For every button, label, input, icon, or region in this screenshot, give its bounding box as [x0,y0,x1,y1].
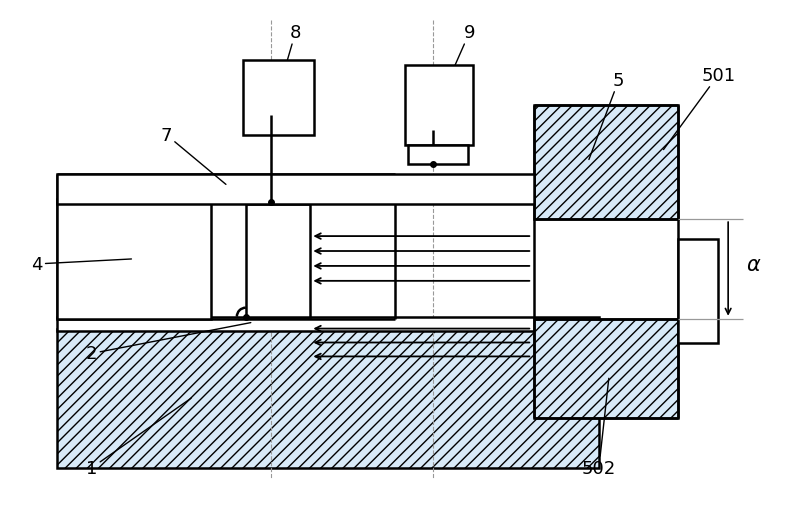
Text: 5: 5 [589,72,625,160]
Text: 7: 7 [160,126,226,185]
Text: 8: 8 [278,24,301,91]
Text: 502: 502 [582,379,616,477]
Bar [678,239,718,344]
Text: 501: 501 [663,67,735,150]
Text: 4: 4 [31,256,131,273]
Text: 9: 9 [439,24,476,100]
Bar [57,317,599,331]
Bar [57,175,534,205]
Bar [57,200,211,319]
Bar [243,61,314,135]
Bar [57,329,599,468]
Bar [534,106,678,220]
Bar [534,319,678,418]
Text: 1: 1 [86,398,191,477]
Bar [405,66,472,145]
Bar [408,145,468,165]
Text: 2: 2 [86,323,251,363]
Text: $\alpha$: $\alpha$ [746,255,762,274]
Bar [246,205,310,317]
